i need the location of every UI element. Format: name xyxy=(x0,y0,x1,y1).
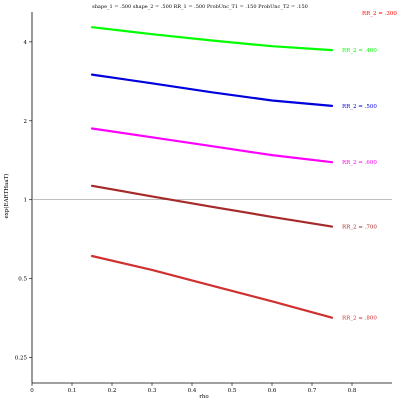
x-tick-label: 0.2 xyxy=(108,388,117,394)
y-tick-label: 2 xyxy=(24,119,28,125)
series-label-rr2-2400: RR_2 = .400 xyxy=(342,48,377,54)
series-label-rr2-2300: RR_2 = .300 xyxy=(362,11,397,17)
series-line-rr2-2600 xyxy=(90,127,334,164)
series-line-rr2-2800 xyxy=(90,254,334,319)
x-axis-title: rho xyxy=(199,394,209,400)
x-tick-label: 0.3 xyxy=(148,388,157,394)
series-line-rr2-2500 xyxy=(90,73,334,108)
series-line-rr2-2400 xyxy=(90,26,334,52)
x-tick-label: 0.5 xyxy=(228,388,237,394)
series-label-rr2-2800: RR_2 = .800 xyxy=(342,316,377,322)
series-labels: RR_2 = .300 RR_2 = .400 RR_2 = .500 RR_2 = … xyxy=(342,11,397,322)
x-tick-label: 0.1 xyxy=(68,388,77,394)
series-line-rr2-2700 xyxy=(90,184,334,228)
x-tick-label: 0.4 xyxy=(188,388,197,394)
series-label-rr2-2600: RR_2 = .600 xyxy=(342,160,377,166)
x-tick-label: 0.7 xyxy=(308,388,317,394)
y-tick-label: 4 xyxy=(24,40,28,46)
y-tick-label: 1 xyxy=(24,198,28,204)
series-label-rr2-2700: RR_2 = .700 xyxy=(342,225,377,231)
x-tick-label: 0 xyxy=(30,388,34,394)
series-lines xyxy=(90,26,334,319)
y-tick-label: 0.25 xyxy=(15,356,28,362)
y-axis-title: exp(EARTHaaT) xyxy=(3,174,10,219)
series-label-rr2-2500: RR_2 = .500 xyxy=(342,104,377,110)
axes: 0 0.1 0.2 0.3 0.4 0.5 0.6 0.7 0.8 0.25 0.5 1 2 4 xyxy=(15,12,392,394)
x-tick-label: 0.6 xyxy=(268,388,277,394)
x-tick-label: 0.8 xyxy=(348,388,357,394)
chart-title: shape_1 = .500 shape_2 = .500 RR_1 = .50… xyxy=(92,4,308,10)
y-tick-label: 0.5 xyxy=(18,277,27,283)
